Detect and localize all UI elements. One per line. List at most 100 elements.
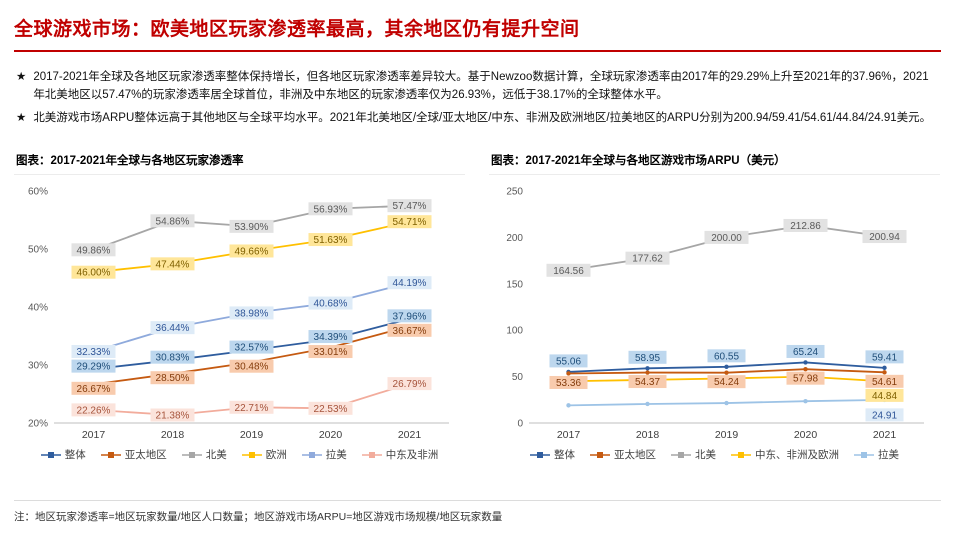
svg-text:38.98%: 38.98% — [235, 309, 269, 320]
y-tick-label: 100 — [506, 326, 523, 337]
data-label: 58.95 — [628, 351, 667, 365]
y-tick-label: 20% — [28, 419, 48, 430]
legend-marker-icon — [241, 451, 262, 458]
arpu-line-chart: 0 50 100 150 200 250 2017 2018 2019 2020 2021 55.06… — [506, 187, 924, 441]
svg-text:200.94: 200.94 — [869, 232, 900, 243]
bullet-text: 2017-2021年全球及各地区玩家渗透率整体保持增长，但各地区玩家渗透率差异较… — [33, 71, 929, 101]
legend-item: 欧洲 — [241, 447, 287, 462]
y-tick-label: 0 — [517, 419, 523, 430]
legend-marker-icon — [100, 451, 121, 458]
legend-item: 亚太地区 — [100, 447, 167, 462]
svg-text:58.95: 58.95 — [635, 353, 660, 364]
svg-text:28.50%: 28.50% — [156, 374, 190, 385]
svg-text:57.47%: 57.47% — [393, 202, 427, 213]
svg-text:177.62: 177.62 — [632, 254, 663, 265]
svg-text:49.86%: 49.86% — [77, 246, 111, 257]
legend-label: 欧洲 — [265, 449, 287, 462]
data-label: 54.86% — [150, 214, 195, 228]
bullet-star: ★ — [16, 71, 27, 83]
svg-text:164.56: 164.56 — [553, 266, 584, 277]
legend-marker-icon — [854, 451, 874, 458]
svg-text:33.01%: 33.01% — [314, 347, 348, 358]
legend-marker-icon — [361, 451, 382, 458]
data-label: 53.90% — [229, 220, 274, 234]
data-point — [803, 367, 808, 372]
svg-text:24.91: 24.91 — [872, 411, 897, 422]
y-tick-label: 200 — [506, 233, 523, 244]
data-label: 51.63% — [308, 233, 353, 247]
data-label: 32.33% — [71, 345, 116, 359]
data-label: 54.24 — [707, 375, 746, 389]
data-point — [803, 399, 808, 404]
svg-text:37.96%: 37.96% — [393, 312, 427, 323]
data-label: 54.61 — [865, 375, 904, 389]
x-tick-label: 2021 — [398, 429, 422, 441]
data-label: 49.66% — [229, 244, 274, 258]
svg-text:212.86: 212.86 — [790, 221, 821, 232]
data-label: 47.44% — [150, 257, 195, 271]
legend-item: 中东及非洲 — [361, 447, 439, 462]
x-tick-label: 2020 — [319, 429, 343, 441]
charts-row: 图表：2017-2021年全球与各地区玩家渗透率 20% 30% 40% 50% 60%… — [14, 152, 941, 462]
data-point — [803, 360, 808, 366]
arpu-chart-legend: 整体 亚太地区 北美 中东、非洲及欧洲 拉美 — [489, 447, 940, 462]
bullet-arpu: ★ 北美游戏市场ARPU整体远高于其他地区与全球平均水平。2021年北美地区/全… — [16, 110, 939, 128]
data-label: 54.71% — [387, 215, 432, 229]
x-tick-label: 2019 — [715, 429, 739, 441]
legend-label: 中东及非洲 — [385, 449, 439, 462]
data-label: 26.79% — [387, 377, 432, 391]
data-label: 29.29% — [71, 360, 116, 374]
data-point — [724, 370, 729, 376]
svg-text:53.90%: 53.90% — [235, 222, 269, 233]
data-label: 57.47% — [387, 199, 432, 213]
y-tick-label: 250 — [506, 187, 523, 198]
data-label: 40.68% — [308, 296, 353, 310]
svg-text:200.00: 200.00 — [711, 233, 742, 244]
legend-label: 亚太地区 — [614, 449, 656, 462]
legend-marker-icon — [301, 451, 322, 458]
data-label: 54.37 — [628, 375, 667, 389]
data-label: 22.71% — [229, 401, 274, 415]
svg-text:36.44%: 36.44% — [156, 324, 190, 335]
penetration-line-chart: 20% 30% 40% 50% 60% 2017 2018 2019 2020 2021 29.29… — [28, 187, 449, 441]
legend-item: 亚太地区 — [590, 447, 656, 462]
data-label: 33.01% — [308, 345, 353, 359]
legend-item: 整体 — [40, 447, 86, 462]
svg-text:57.98: 57.98 — [793, 374, 818, 385]
svg-text:53.36: 53.36 — [556, 378, 581, 389]
data-label: 60.55 — [707, 349, 746, 363]
svg-text:44.19%: 44.19% — [393, 279, 427, 290]
data-label: 53.36 — [549, 376, 588, 390]
legend-marker-icon — [40, 451, 61, 458]
data-label: 164.56 — [546, 264, 591, 278]
legend-marker-icon — [181, 451, 202, 458]
svg-text:54.86%: 54.86% — [156, 217, 190, 228]
data-point — [724, 365, 729, 370]
svg-text:32.33%: 32.33% — [77, 347, 111, 358]
svg-text:54.71%: 54.71% — [393, 218, 427, 229]
svg-text:36.67%: 36.67% — [393, 326, 427, 337]
svg-text:55.06: 55.06 — [556, 357, 581, 368]
legend-label: 亚太地区 — [124, 449, 167, 462]
legend-marker-icon — [731, 451, 751, 458]
legend-item: 拉美 — [854, 447, 899, 462]
data-label: 21.38% — [150, 408, 195, 422]
y-tick-label: 40% — [28, 303, 48, 314]
svg-text:60.55: 60.55 — [714, 352, 739, 363]
footer: 注：地区玩家渗透率=地区玩家数量/地区人口数量；地区游戏市场ARPU=地区游戏市… — [14, 500, 941, 536]
y-tick-label: 30% — [28, 361, 48, 372]
bullet-text: 北美游戏市场ARPU整体远高于其他地区与全球平均水平。2021年北美地区/全球/… — [33, 111, 932, 124]
svg-text:30.48%: 30.48% — [235, 362, 269, 373]
x-tick-label: 2019 — [240, 429, 264, 441]
legend-label: 中东、非洲及欧洲 — [755, 449, 839, 462]
data-label: 44.84 — [865, 389, 904, 403]
footnote: 注：地区玩家渗透率=地区玩家数量/地区人口数量；地区游戏市场ARPU=地区游戏市… — [14, 511, 503, 523]
x-tick-label: 2021 — [873, 429, 897, 441]
data-point — [882, 370, 887, 375]
svg-text:56.93%: 56.93% — [314, 205, 348, 216]
svg-text:46.00%: 46.00% — [77, 268, 111, 279]
bullet-star: ★ — [16, 111, 27, 124]
data-label: 212.86 — [783, 219, 828, 233]
legend-marker-icon — [590, 451, 610, 458]
